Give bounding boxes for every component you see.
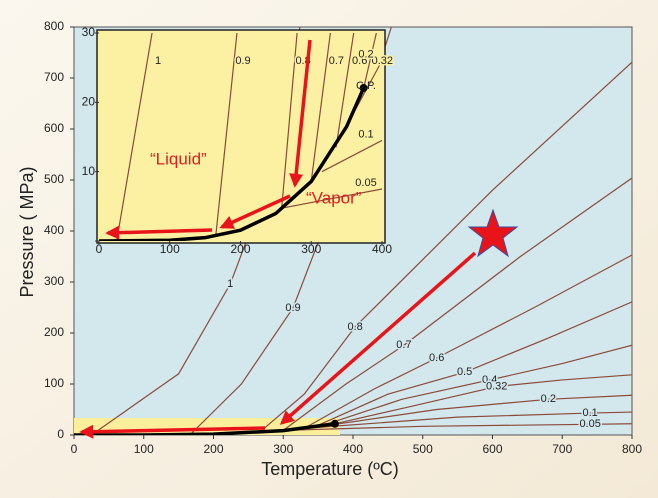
curve-label: 0.6 xyxy=(429,352,444,364)
isochore xyxy=(363,33,377,89)
x-tick-label: 500 xyxy=(413,442,433,456)
x-tick-label: 0 xyxy=(71,442,78,456)
x-axis-label: Temperature (ºC) xyxy=(261,459,399,479)
main-lines xyxy=(74,27,632,435)
isochore xyxy=(328,394,632,426)
x-tick-label: 200 xyxy=(203,442,223,456)
y-tick-label: 200 xyxy=(44,325,64,339)
y-tick-label: 500 xyxy=(44,172,64,186)
y-tick-label: 800 xyxy=(44,19,64,33)
arrow xyxy=(289,39,312,188)
curve-label: 0.32 xyxy=(372,55,393,67)
isochore xyxy=(304,411,632,429)
inset-area xyxy=(96,29,386,244)
critical-point xyxy=(330,419,339,428)
isochore xyxy=(334,374,632,425)
x-tick-label: 100 xyxy=(134,442,154,456)
arrow xyxy=(279,251,477,425)
isochore xyxy=(310,33,331,182)
isochore xyxy=(282,177,632,431)
x-tick-label: 600 xyxy=(482,442,502,456)
curve-label: 0.1 xyxy=(583,407,598,419)
curve-label: 0.9 xyxy=(235,55,250,67)
isochore xyxy=(303,254,632,429)
y-tick-label: 10 xyxy=(82,164,96,178)
curve-label: 1 xyxy=(155,55,161,67)
isochore xyxy=(314,301,632,428)
saturation-curve xyxy=(99,87,366,241)
y-tick-label: 400 xyxy=(44,223,64,237)
x-tick-label: 0 xyxy=(96,242,103,256)
curve-label: 0.2 xyxy=(541,393,556,405)
y-tick-label: 300 xyxy=(44,274,64,288)
curve-label: 0.9 xyxy=(285,302,300,314)
curve-label: 0.7 xyxy=(396,339,411,351)
star xyxy=(467,208,519,258)
y-tick-label: 0 xyxy=(57,427,64,441)
x-tick-label: 800 xyxy=(622,442,642,456)
y-tick-label: 700 xyxy=(44,70,64,84)
y-tick-label: 20 xyxy=(82,95,96,109)
curve-label: 0.8 xyxy=(347,321,362,333)
annotation: C.P. xyxy=(356,80,376,92)
main-texts: 0 100 200 300 400 500 600 700 800010020030040050… xyxy=(44,19,642,456)
curve-label: 1 xyxy=(227,278,233,290)
arrow xyxy=(79,424,266,439)
curve-label: 0.7 xyxy=(329,55,344,67)
isochore xyxy=(215,33,238,237)
x-tick-label: 200 xyxy=(230,242,250,256)
isochore xyxy=(284,188,382,209)
y-tick-label: 600 xyxy=(44,121,64,135)
isochore xyxy=(321,139,382,173)
y-tick-label: 100 xyxy=(44,376,64,390)
annotation: “Vapor” xyxy=(306,188,362,207)
inset-lines xyxy=(99,33,382,241)
arrows xyxy=(79,39,477,439)
annotation: “Liquid” xyxy=(150,149,207,168)
curve-label: 0.6 xyxy=(352,55,367,67)
isochore xyxy=(335,33,355,148)
curve-label: 0.1 xyxy=(358,128,373,140)
curve-label: 0.32 xyxy=(486,380,507,392)
x-tick-label: 300 xyxy=(273,442,293,456)
x-tick-label: 700 xyxy=(552,442,572,456)
curve-label: 0.2 xyxy=(358,49,373,61)
isochore xyxy=(257,61,632,434)
y-axis-label: Pressure ( MPa) xyxy=(17,166,37,297)
arrow xyxy=(219,194,291,229)
curve-label: 0.4 xyxy=(482,374,497,386)
isochore xyxy=(321,344,632,427)
y-tick-label: 30 xyxy=(82,25,96,39)
arrow xyxy=(105,225,213,240)
saturation-curve xyxy=(74,422,336,435)
critical-point xyxy=(359,84,368,93)
curve-label: 0.05 xyxy=(355,177,376,189)
x-tick-label: 400 xyxy=(343,442,363,456)
curve-label: 0.05 xyxy=(579,418,600,430)
isochore xyxy=(283,423,632,432)
x-tick-label: 100 xyxy=(160,242,180,256)
x-tick-label: 400 xyxy=(372,242,392,256)
isochore xyxy=(280,33,298,210)
curve-label: 0.5 xyxy=(457,366,472,378)
isochore xyxy=(116,33,153,241)
x-tick-label: 300 xyxy=(301,242,321,256)
